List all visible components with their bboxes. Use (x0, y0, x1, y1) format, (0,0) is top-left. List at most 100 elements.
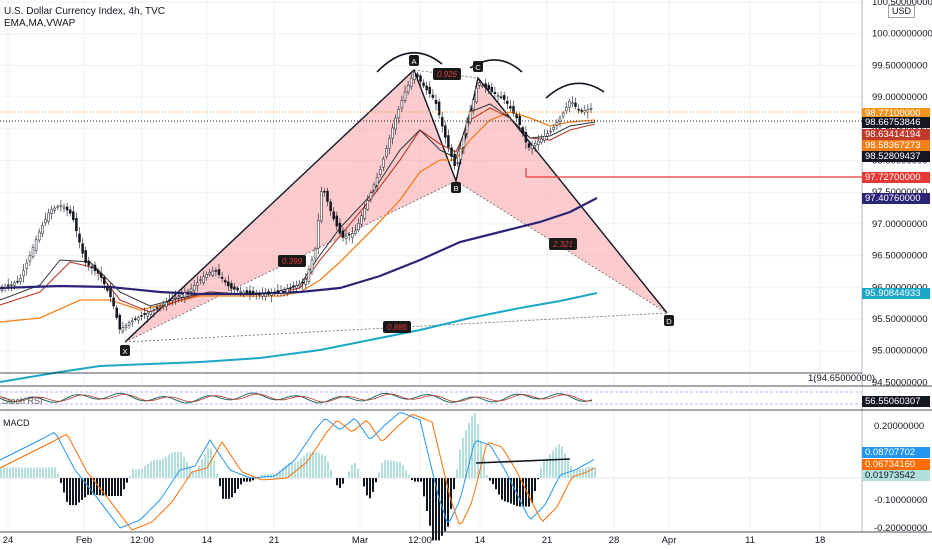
candle (323, 191, 326, 193)
macd-histogram-bar (465, 430, 467, 478)
pattern-point-b[interactable] (451, 182, 461, 193)
macd-histogram-bar (156, 459, 158, 478)
macd-histogram-bar (348, 471, 350, 478)
candle (292, 285, 295, 287)
pattern-point-c[interactable] (473, 61, 483, 72)
macd-divergence-line (475, 458, 571, 464)
currency-button[interactable]: USD (888, 5, 916, 18)
candle (273, 291, 277, 294)
candle (282, 289, 286, 292)
candle (530, 145, 534, 149)
macd-histogram-bar (513, 478, 515, 505)
candle (391, 127, 394, 139)
candle (465, 122, 469, 134)
candle (366, 200, 370, 210)
macd-value-label: 0.08707702 (862, 447, 930, 458)
candle (289, 287, 292, 290)
macd-histogram-bar (504, 478, 506, 502)
candle (537, 140, 540, 145)
candle (65, 206, 69, 211)
candle (382, 158, 385, 168)
candle (313, 248, 317, 259)
candle (199, 279, 202, 281)
macd-histogram-bar (387, 460, 389, 478)
macd-histogram-bar (558, 444, 560, 478)
candle (124, 324, 128, 328)
candle (403, 91, 407, 101)
pattern-point-x[interactable] (120, 345, 130, 356)
candle (564, 106, 568, 111)
macd-histogram-bar (327, 461, 329, 478)
macd-histogram-bar (384, 459, 386, 478)
time-tick: 21 (269, 535, 280, 546)
candle (316, 220, 320, 249)
price-axis-label: 97.72700000 (862, 172, 930, 183)
macd-histogram-bar (198, 465, 200, 478)
macd-histogram-bar (186, 461, 188, 478)
candle (239, 290, 242, 293)
macd-histogram-bar (111, 478, 113, 496)
pattern-point-a[interactable] (409, 55, 419, 66)
candle (481, 84, 484, 87)
macd-histogram-bar (552, 450, 554, 478)
macd-histogram-bar (54, 467, 56, 478)
macd-histogram-bar (543, 459, 545, 478)
macd-histogram-bar (246, 478, 248, 482)
macd-histogram-bar (9, 467, 11, 478)
time-tick: 18 (815, 535, 826, 546)
candle (127, 322, 131, 326)
macd-histogram-bar (153, 459, 155, 478)
macd-histogram-bar (531, 478, 533, 503)
candle (515, 114, 518, 119)
candle (406, 84, 410, 93)
candle (574, 102, 577, 107)
indicators-legend[interactable]: EMA,MA,VWAP (4, 18, 76, 29)
candle (56, 206, 60, 208)
macd-histogram-bar (174, 452, 176, 478)
candle (196, 282, 199, 286)
macd-histogram-bar (285, 464, 287, 478)
macd-histogram-bar (471, 415, 473, 478)
candle (338, 222, 342, 234)
candle (25, 262, 29, 269)
pattern-point-d[interactable] (664, 315, 674, 326)
candle (220, 276, 224, 279)
candle (267, 291, 270, 295)
candle (347, 233, 351, 236)
candle (183, 292, 187, 298)
macd-histogram-bar (75, 478, 77, 506)
macd-histogram-bar (81, 478, 83, 500)
macd-histogram-bar (339, 478, 341, 488)
candle (335, 215, 339, 227)
macd-histogram-bar (420, 478, 422, 482)
macd-histogram-bar (342, 478, 344, 484)
candle (490, 86, 494, 93)
signal-line (0, 414, 595, 531)
time-tick: 12:00 (130, 535, 154, 546)
macd-histogram-bar (276, 473, 278, 478)
candle (549, 130, 552, 133)
macd-histogram-bar (312, 452, 314, 478)
candle (44, 218, 47, 224)
candle (561, 112, 565, 117)
macd-histogram-bar (378, 472, 380, 478)
candle (437, 101, 441, 116)
macd-histogram-bar (93, 478, 95, 495)
candle (140, 315, 143, 317)
macd-histogram-bar (213, 460, 215, 478)
price-tick: 96.00000000 (872, 282, 927, 293)
candle (496, 95, 500, 97)
candle (84, 250, 87, 263)
time-tick: Apr (662, 535, 677, 546)
macd-histogram-bar (105, 478, 107, 496)
candle (47, 212, 50, 222)
macd-histogram-bar (321, 454, 323, 478)
macd-tick: 0.20000000 (874, 421, 924, 432)
candle (546, 133, 549, 137)
macd-histogram-bar (252, 478, 254, 481)
candle (134, 318, 137, 320)
candle (459, 148, 463, 160)
candle (258, 293, 261, 296)
pattern-point-label: D (666, 317, 672, 326)
